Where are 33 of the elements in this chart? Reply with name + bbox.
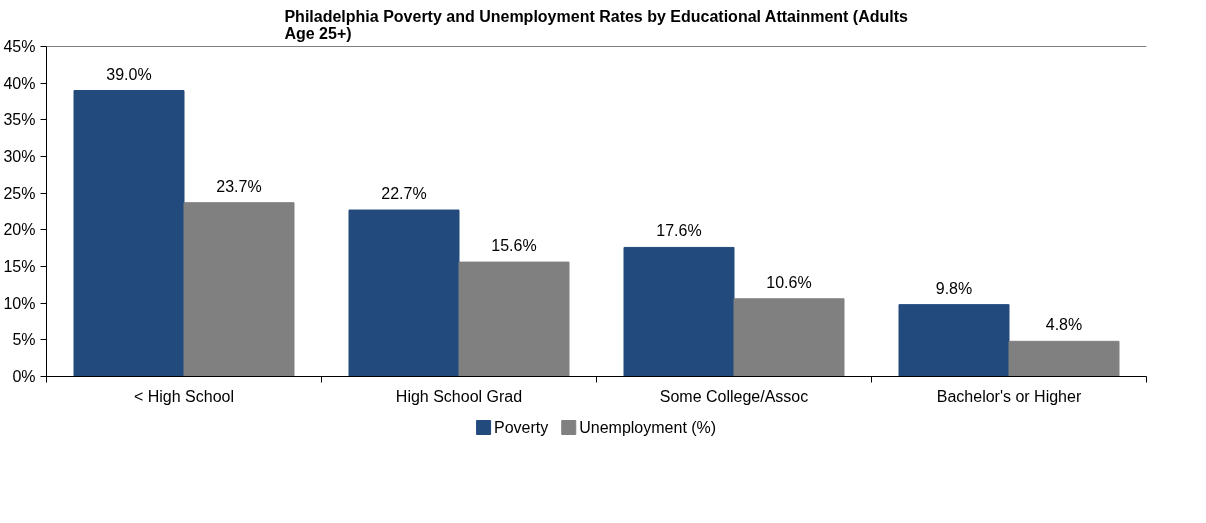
data-label: 9.8% <box>935 279 973 297</box>
data-label: 23.7% <box>216 177 262 195</box>
y-tick-label: 45% <box>3 38 36 55</box>
x-tick-label: Some College/Assoc <box>659 387 809 405</box>
x-tick-label: < High School <box>133 387 235 405</box>
y-tick-label: 20% <box>3 221 36 239</box>
y-tick-label: 35% <box>3 111 36 129</box>
bar <box>898 304 1010 377</box>
legend-label: Poverty <box>494 419 549 436</box>
bar <box>623 246 735 377</box>
y-tick-label: 15% <box>3 258 36 275</box>
bar <box>1008 340 1120 377</box>
data-label: 15.6% <box>491 237 537 255</box>
legend-label: Unemployment (%) <box>579 419 717 436</box>
chart-title: Philadelphia Poverty and Unemployment Rates by Educational Attainment (Adults Age 25+) <box>284 7 909 42</box>
y-tick-label: 5% <box>12 331 36 349</box>
data-label: 4.8% <box>1045 316 1083 334</box>
data-label: 17.6% <box>656 222 702 240</box>
y-tick-label: 30% <box>3 148 36 165</box>
bar <box>458 261 570 377</box>
bar <box>733 298 845 377</box>
data-label: 10.6% <box>766 273 812 291</box>
y-tick-label: 10% <box>3 294 36 312</box>
x-tick-label: Bachelor's or Higher <box>936 387 1082 405</box>
bar <box>348 209 460 377</box>
y-tick-label: 25% <box>3 184 36 202</box>
bar <box>73 90 185 377</box>
data-label: 22.7% <box>381 185 427 203</box>
y-tick-label: 40% <box>3 74 36 92</box>
y-tick-label: 0% <box>12 368 36 385</box>
data-label: 39.0% <box>106 65 152 83</box>
x-tick-label: High School Grad <box>395 387 523 405</box>
bar <box>183 202 295 377</box>
